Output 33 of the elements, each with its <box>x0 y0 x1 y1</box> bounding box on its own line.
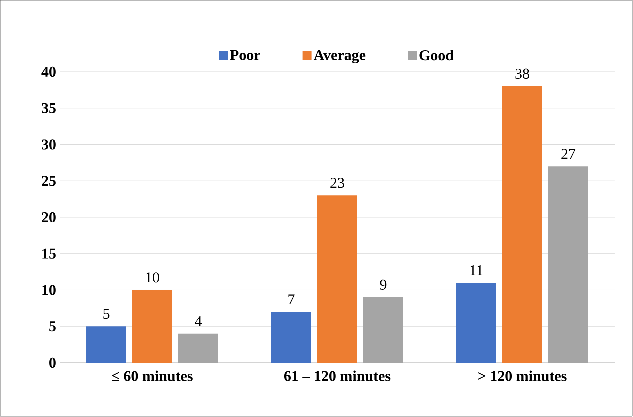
data-label: 38 <box>516 68 530 80</box>
bar <box>132 290 172 363</box>
bar <box>502 86 542 363</box>
bar <box>178 334 218 363</box>
y-tick-label: 15 <box>42 248 56 259</box>
bar <box>86 326 127 363</box>
bar <box>318 196 358 363</box>
legend-label: Good <box>420 50 454 61</box>
data-label: 5 <box>104 309 110 320</box>
legend-label: Average <box>314 50 366 64</box>
data-label: 10 <box>146 272 160 283</box>
bar <box>548 166 588 363</box>
y-tick-label: 20 <box>42 212 56 223</box>
data-label: 4 <box>195 316 202 326</box>
x-tick-label: ≤ 60 minutes <box>112 370 193 382</box>
data-label: 23 <box>330 178 344 188</box>
data-label: 27 <box>562 149 576 160</box>
data-label: 9 <box>380 280 387 290</box>
legend-label: Poor <box>230 50 260 60</box>
y-tick-label: 40 <box>42 66 56 78</box>
y-tick-label: 0 <box>50 358 56 368</box>
y-tick-label: 35 <box>42 103 56 114</box>
y-tick-label: 10 <box>42 285 56 296</box>
x-tick-label: > 120 minutes <box>478 370 567 382</box>
y-tick-label: 25 <box>42 176 56 186</box>
y-tick-label: 30 <box>42 140 56 150</box>
data-label: 7 <box>288 294 295 305</box>
data-label: 11 <box>470 266 483 276</box>
bar <box>456 282 496 363</box>
bar <box>364 298 404 363</box>
x-tick-label: 61 – 120 minutes <box>284 370 391 382</box>
y-tick-label: 5 <box>50 322 56 332</box>
bar <box>272 312 312 363</box>
